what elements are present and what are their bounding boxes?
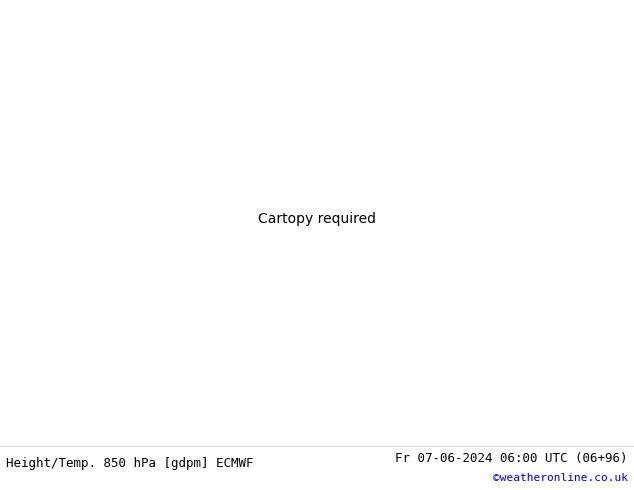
Text: Cartopy required: Cartopy required <box>258 212 376 226</box>
Text: Height/Temp. 850 hPa [gdpm] ECMWF: Height/Temp. 850 hPa [gdpm] ECMWF <box>6 457 254 470</box>
Text: ©weatheronline.co.uk: ©weatheronline.co.uk <box>493 473 628 483</box>
Text: Fr 07-06-2024 06:00 UTC (06+96): Fr 07-06-2024 06:00 UTC (06+96) <box>395 452 628 465</box>
